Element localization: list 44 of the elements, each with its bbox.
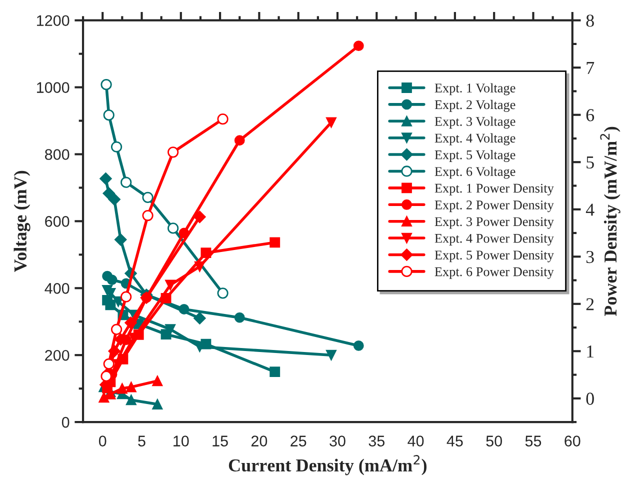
legend-label: Expt. 1 Power Density <box>434 184 554 196</box>
x-tick-label: 15 <box>212 436 228 446</box>
x-tick-label: 60 <box>564 436 580 446</box>
x-tick-label: 50 <box>486 436 502 446</box>
y2-tick-label: 5 <box>586 156 594 169</box>
legend-label: Expt. 4 Power Density <box>434 234 554 246</box>
y2-tick-label: 0 <box>586 392 594 405</box>
x-tick-label: 20 <box>251 436 268 446</box>
y-tick-label: 600 <box>45 216 70 227</box>
legend-label: Expt. 5 Power Density <box>434 250 554 262</box>
y-tick-label: 1000 <box>37 82 70 93</box>
y-tick-label: 200 <box>45 350 70 361</box>
y-tick-label: 800 <box>45 149 70 160</box>
y2-tick-label: 4 <box>586 204 594 216</box>
y-tick-label: 0 <box>62 416 70 428</box>
legend-label: Expt. 6 Power Density <box>434 267 554 279</box>
legend-label: Expt. 3 Power Density <box>434 217 554 229</box>
x-tick-label: 55 <box>525 436 542 446</box>
legend-label: Expt. 3 Voltage <box>434 116 516 129</box>
y2-tick-label: 7 <box>586 62 594 74</box>
x-tick-label: 5 <box>138 436 146 446</box>
y2-tick-label: 6 <box>586 109 594 122</box>
y2-tick-label: 8 <box>586 14 594 27</box>
x-axis-title: Current Density (mA/m$^{2}$) <box>228 455 426 476</box>
y2-tick-label: 3 <box>586 250 594 264</box>
y-tick-label: 400 <box>44 283 70 294</box>
x-tick-label: 35 <box>368 436 384 446</box>
x-tick-label: 40 <box>408 436 424 446</box>
y2-axis-title: Power Density (mW/m$^{2}$) <box>600 126 620 316</box>
y-axis-title: Voltage (mV) <box>14 170 30 272</box>
x-tick-label: 30 <box>330 436 346 446</box>
x-tick-label: 45 <box>446 436 463 446</box>
x-tick-label: 10 <box>174 436 189 446</box>
y2-tick-label: 2 <box>586 298 594 310</box>
legend-label: Expt. 2 Voltage <box>434 100 516 112</box>
legend-label: Expt. 1 Voltage <box>434 83 516 96</box>
y-tick-label: 1200 <box>37 15 70 26</box>
legend-label: Expt. 5 Voltage <box>434 150 516 162</box>
legend-label: Expt. 6 Voltage <box>434 166 516 179</box>
x-tick-label: 0 <box>98 436 106 446</box>
legend-label: Expt. 2 Power Density <box>434 200 554 212</box>
legend-label: Expt. 4 Voltage <box>434 133 516 146</box>
x-tick-label: 25 <box>290 436 306 446</box>
y2-tick-label: 1 <box>587 346 594 358</box>
